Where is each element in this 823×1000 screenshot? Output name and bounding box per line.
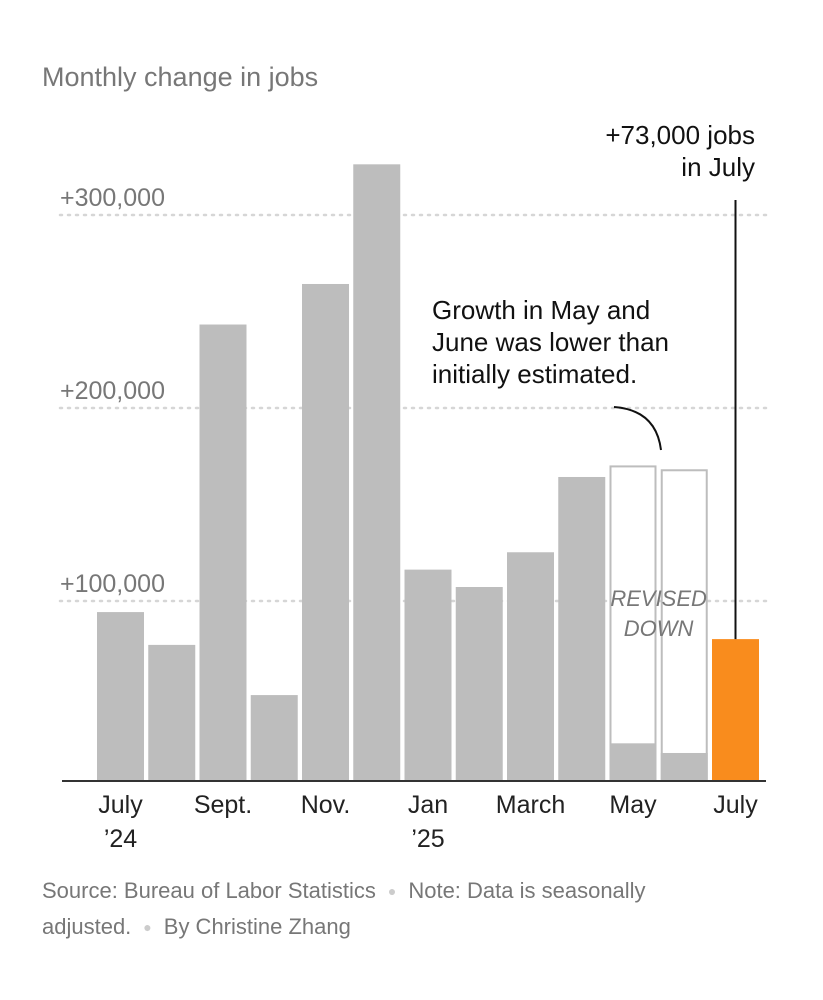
x-tick-label: ’24 (104, 825, 137, 853)
revision-note-text: initially estimated. (432, 359, 637, 389)
gridlines: +100,000 +200,000 +300,000 (58, 184, 768, 603)
x-tick-label: Sept. (194, 791, 252, 819)
bar (558, 476, 606, 780)
y-tick-label: +300,000 (60, 184, 165, 212)
bars (97, 164, 759, 781)
bar (353, 164, 401, 780)
bar (148, 644, 196, 780)
x-tick-label: Nov. (301, 791, 351, 819)
x-axis: July ’24 Sept. Nov. Jan ’25 March May July (62, 780, 766, 853)
bar (250, 695, 298, 780)
bar (507, 552, 554, 780)
y-tick-label: +200,000 (60, 377, 165, 405)
revision-note-arrow (613, 406, 662, 451)
revision-note-text: June was lower than (432, 327, 669, 357)
byline-text: By Christine Zhang (163, 914, 351, 939)
x-tick-label: March (496, 791, 565, 819)
chart-footer: Source: Bureau of Labor Statistics ● Note:… (42, 874, 762, 946)
revision-note-text: Growth in May and (432, 295, 650, 325)
july-callout-text: in July (681, 152, 755, 182)
bar (404, 569, 452, 780)
source-text: Source: Bureau of Labor Statistics (42, 878, 376, 903)
note-text: Note: Data is seasonally adjusted. (42, 878, 646, 939)
initial-estimate-outline (660, 469, 708, 781)
highlight-bar (712, 639, 759, 780)
july-callout-text: +73,000 jobs (605, 120, 755, 150)
bar (302, 283, 349, 780)
chart-title: Monthly change in jobs (42, 62, 318, 92)
x-tick-label: May (609, 791, 657, 819)
revised-down-label: REVISED (610, 586, 707, 611)
revised-down-label: DOWN (624, 616, 694, 641)
y-tick-label: +100,000 (60, 570, 165, 598)
x-tick-label: July (98, 791, 143, 819)
separator-dot: ● (143, 919, 152, 935)
bar (609, 743, 657, 780)
x-tick-label: Jan (408, 791, 448, 819)
x-tick-label: July (713, 791, 758, 819)
x-tick-label: ’25 (411, 825, 444, 853)
bar (199, 324, 247, 780)
bar (660, 752, 708, 780)
bar (97, 612, 144, 780)
separator-dot: ● (387, 883, 397, 899)
bar (455, 587, 503, 780)
